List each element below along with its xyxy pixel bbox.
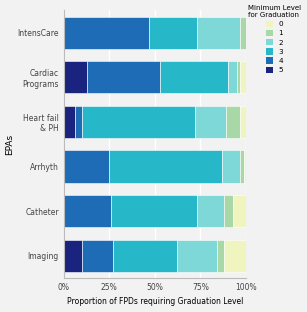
Legend: 0, 1, 2, 3, 4, 5: 0, 1, 2, 3, 4, 5 [248, 5, 301, 73]
Bar [240, 61, 246, 93]
Bar [233, 195, 246, 227]
Bar [149, 17, 197, 49]
Bar [177, 240, 217, 272]
Bar [113, 240, 177, 272]
Bar [64, 195, 111, 227]
Bar [195, 106, 226, 138]
Y-axis label: EPAs: EPAs [6, 134, 14, 155]
Bar [240, 150, 244, 183]
Bar [87, 61, 160, 93]
Bar [82, 240, 113, 272]
X-axis label: Proportion of FPDs requiring Graduation Level: Proportion of FPDs requiring Graduation … [67, 297, 243, 306]
Bar [226, 106, 240, 138]
Bar [64, 61, 87, 93]
Bar [224, 240, 246, 272]
Bar [240, 106, 246, 138]
Bar [64, 17, 149, 49]
Bar [64, 150, 109, 183]
Bar [75, 106, 82, 138]
Bar [237, 61, 240, 93]
Bar [224, 195, 233, 227]
Bar [64, 106, 75, 138]
Bar [244, 150, 246, 183]
Bar [160, 61, 228, 93]
Bar [64, 240, 82, 272]
Bar [228, 61, 237, 93]
Bar [240, 17, 246, 49]
Bar [109, 150, 222, 183]
Bar [82, 106, 195, 138]
Bar [222, 150, 240, 183]
Bar [217, 240, 224, 272]
Bar [197, 195, 224, 227]
Bar [197, 17, 240, 49]
Bar [111, 195, 197, 227]
